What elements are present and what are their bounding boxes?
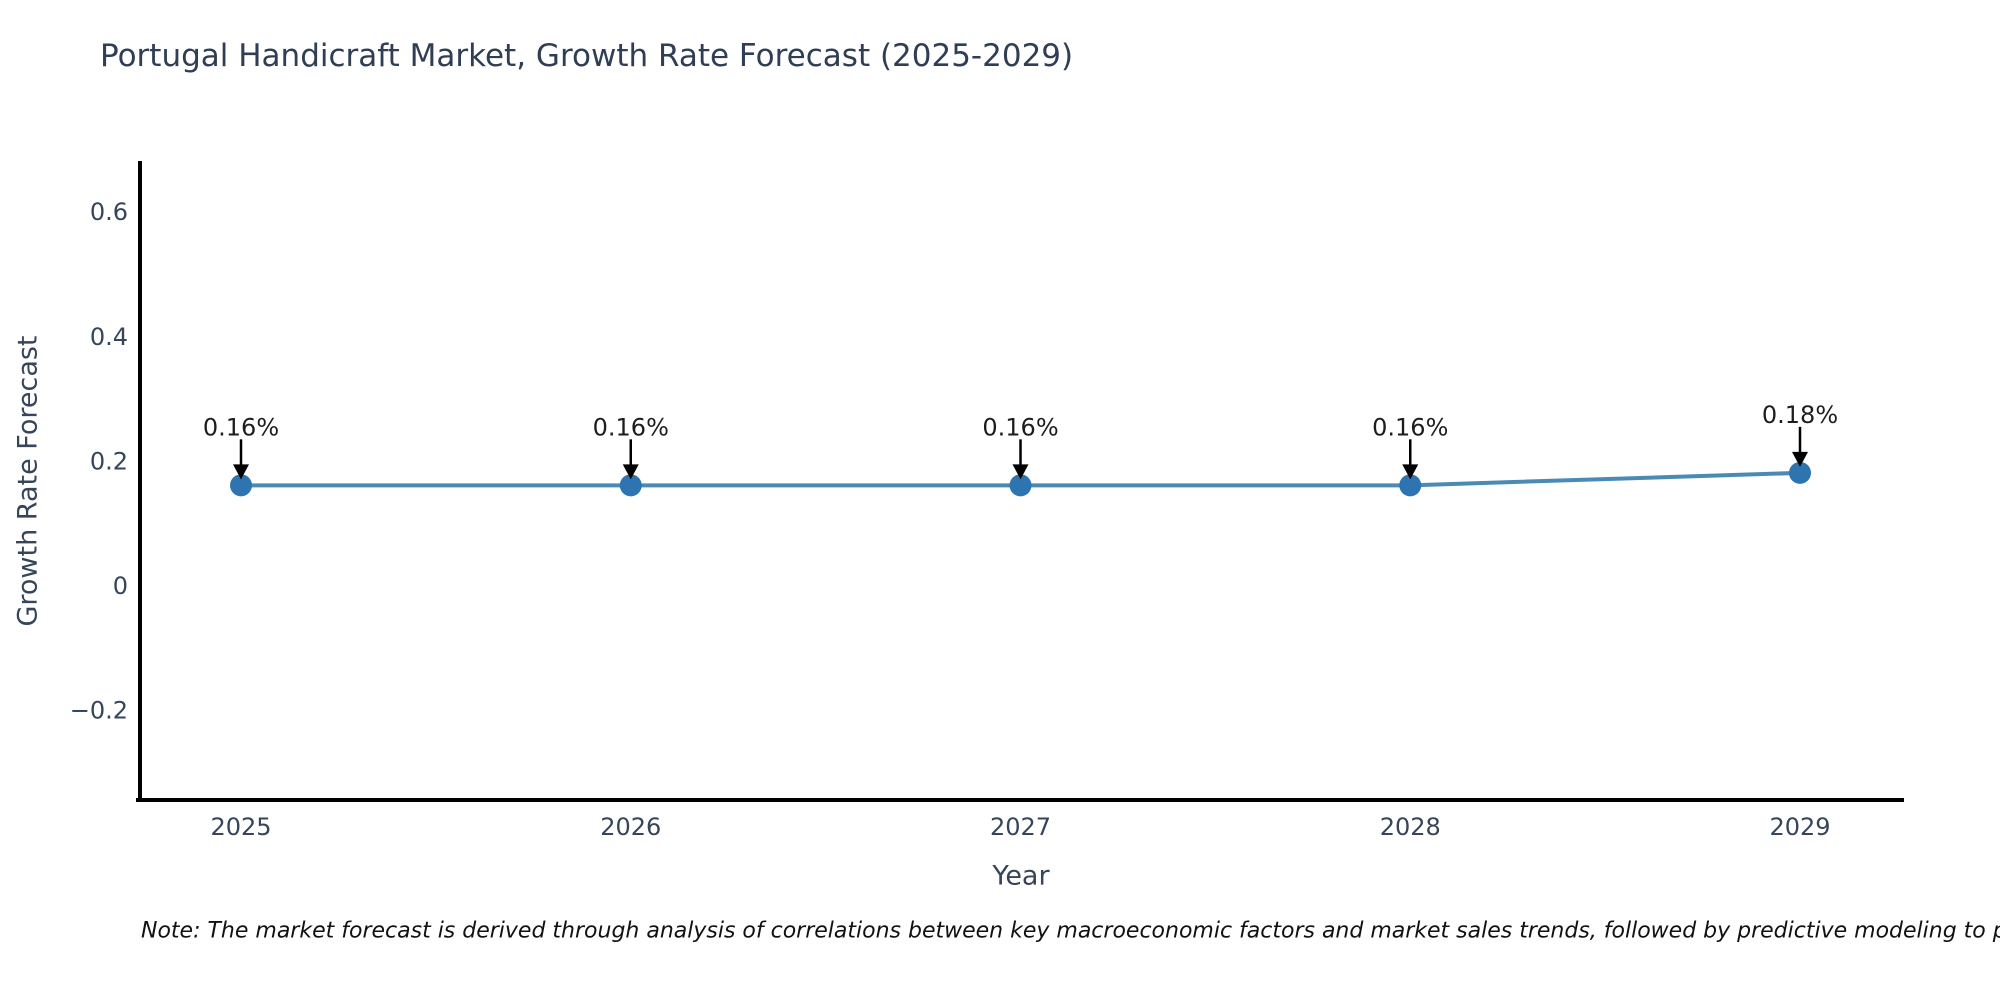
data-point-label: 0.16%	[203, 413, 279, 441]
data-point-label: 0.16%	[982, 413, 1058, 441]
x-tick-label: 2028	[1380, 813, 1441, 841]
x-axis-label: Year	[992, 860, 1050, 892]
data-point-label: 0.16%	[593, 413, 669, 441]
annotation-arrow-head	[1012, 464, 1029, 480]
data-point-marker	[1399, 474, 1422, 497]
data-point-label: 0.16%	[1372, 413, 1448, 441]
annotation-arrow-head	[233, 464, 249, 480]
y-tick-label: −0.2	[70, 697, 128, 725]
data-point-marker	[1789, 461, 1811, 484]
annotation-arrow-head	[1402, 464, 1419, 480]
x-tick-label: 2027	[990, 813, 1051, 841]
x-tick-label: 2029	[1769, 813, 1830, 841]
data-point-marker	[619, 474, 642, 497]
x-tick-label: 2026	[600, 813, 661, 841]
y-tick-label: 0.6	[90, 198, 128, 226]
annotation-arrow-head	[622, 464, 639, 480]
y-tick-label: 0.4	[90, 323, 128, 351]
y-tick-label: 0.2	[90, 447, 128, 475]
chart-title: Portugal Handicraft Market, Growth Rate …	[100, 38, 1074, 74]
data-point-marker	[230, 474, 252, 497]
footnote-text: Note: The market forecast is derived thr…	[141, 918, 2000, 944]
x-tick-label: 2025	[210, 813, 271, 841]
data-point-label: 0.18%	[1762, 401, 1838, 429]
data-point-marker	[1009, 474, 1032, 497]
y-tick-label: 0	[113, 572, 128, 600]
annotation-arrow-head	[1792, 451, 1808, 467]
